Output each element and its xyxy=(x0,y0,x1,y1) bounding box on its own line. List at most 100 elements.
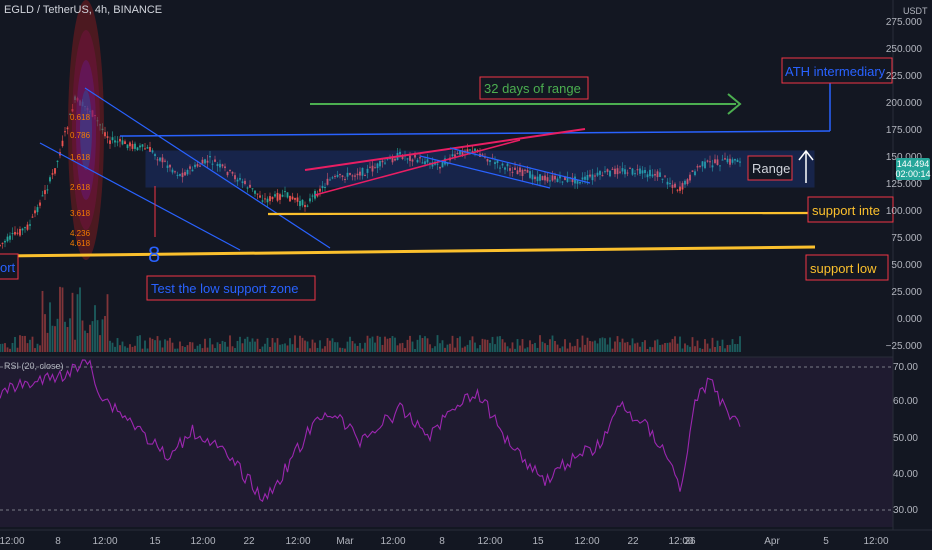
volume-bar xyxy=(169,337,171,352)
volume-bar xyxy=(301,337,304,352)
rsi-tick-label: 30.00 xyxy=(893,505,918,516)
volume-bar xyxy=(684,343,686,352)
candle-body xyxy=(186,170,189,175)
candle-body xyxy=(721,159,724,161)
range-days-box[interactable] xyxy=(479,76,589,100)
candle-body xyxy=(486,159,489,162)
range-label-box[interactable] xyxy=(747,155,793,181)
volume-bar xyxy=(64,321,66,352)
volume-bar xyxy=(214,348,216,352)
flag-upper[interactable] xyxy=(449,147,591,184)
candle-body xyxy=(651,174,654,177)
candle-body xyxy=(521,169,524,177)
time-axis[interactable]: 12:00 8 12:00 15 12:00 22 12:00 Mar 12:00 8 12:00 1… xyxy=(0,536,889,547)
candle-body xyxy=(184,172,186,176)
test-low-box[interactable] xyxy=(146,275,316,301)
candle-body xyxy=(189,166,191,169)
candle-body xyxy=(94,114,96,116)
support-low-line[interactable] xyxy=(0,245,816,258)
volume-bar xyxy=(319,340,321,352)
candle-body xyxy=(311,195,314,197)
volume-bar xyxy=(251,338,254,352)
candle-body xyxy=(649,169,651,177)
candle-body xyxy=(346,172,349,177)
candle-body xyxy=(506,163,509,167)
volume-bar xyxy=(234,348,236,352)
test-low-text: Test the low support zone xyxy=(151,281,298,296)
candle-body xyxy=(531,174,534,180)
candle-body xyxy=(369,166,371,168)
candle-body xyxy=(674,183,676,188)
volume-bar xyxy=(321,348,324,352)
price-axis[interactable]: 275.000 250.000 225.000 200.000 175.000 150.0… xyxy=(886,17,923,352)
candle-body xyxy=(454,154,456,157)
candle-body xyxy=(211,163,214,165)
volume-bar xyxy=(361,348,364,352)
candle-body xyxy=(301,199,304,206)
support-inter-line[interactable] xyxy=(267,211,811,216)
volume-bar xyxy=(674,336,676,352)
candle-body xyxy=(126,144,129,149)
candle-body xyxy=(524,169,526,171)
pink-trendline[interactable] xyxy=(304,128,586,171)
volume-bar xyxy=(686,345,689,352)
candle-body xyxy=(691,170,694,172)
volume-bar xyxy=(349,336,351,352)
volume-bar xyxy=(211,344,214,352)
volume-bar xyxy=(644,340,646,352)
time-tick-label: 15 xyxy=(532,536,544,547)
ath-resistance-line[interactable] xyxy=(119,130,831,137)
candle-body xyxy=(334,175,336,177)
volume-bar xyxy=(159,340,161,352)
candle-body xyxy=(641,170,644,174)
candle-body xyxy=(636,169,639,171)
rsi-indicator-label[interactable]: RSI (20, close) xyxy=(4,361,64,371)
candle-body xyxy=(436,163,439,165)
volume-bar xyxy=(129,344,131,352)
candle-body xyxy=(14,231,16,235)
candle-body xyxy=(421,162,424,164)
volume-bar xyxy=(524,348,526,352)
candle-body xyxy=(594,175,596,177)
candle-body xyxy=(89,111,91,113)
time-tick-label: 12:00 xyxy=(190,536,215,547)
ath-box[interactable] xyxy=(781,57,893,84)
volume-bar xyxy=(216,342,219,352)
volume-bar xyxy=(619,342,621,352)
range-box[interactable] xyxy=(145,150,815,188)
pink-trendline-lower[interactable] xyxy=(314,139,521,196)
volume-bar xyxy=(11,342,14,352)
candle-body xyxy=(734,158,736,161)
candle-body xyxy=(176,174,179,176)
symbol-title[interactable]: EGLD / TetherUS, 4h, BINANCE xyxy=(4,4,163,16)
candle-body xyxy=(99,124,101,126)
volume-bar xyxy=(484,339,486,352)
volume-bar xyxy=(696,340,699,352)
support-low-text: support low xyxy=(810,261,877,276)
rsi-tick-label: 50.00 xyxy=(893,433,918,444)
flag-lower[interactable] xyxy=(419,155,551,189)
candle-body xyxy=(111,137,114,141)
volume-bar xyxy=(729,344,731,352)
volume-bar xyxy=(19,335,21,352)
support-inter-box[interactable] xyxy=(807,196,894,223)
volume-bar xyxy=(161,347,164,352)
time-tick-label: 15 xyxy=(149,536,161,547)
support-low-box[interactable] xyxy=(805,254,889,281)
volume-bar xyxy=(536,347,539,352)
candle-body xyxy=(461,150,464,156)
volume-bar xyxy=(626,341,629,352)
candle-body xyxy=(474,148,476,152)
volume-bar xyxy=(386,338,389,352)
descending-channel-upper[interactable] xyxy=(84,87,331,249)
left-support-box[interactable] xyxy=(0,253,19,280)
fib-level-label: 4.618 xyxy=(70,239,91,248)
time-tick-label: 22 xyxy=(243,536,255,547)
candle-body xyxy=(246,187,249,189)
volume-bar xyxy=(306,341,309,352)
time-tick-label: Apr xyxy=(764,536,780,547)
candle-body xyxy=(596,172,599,176)
descending-channel-lower[interactable] xyxy=(39,142,241,251)
candle-body xyxy=(336,174,339,177)
